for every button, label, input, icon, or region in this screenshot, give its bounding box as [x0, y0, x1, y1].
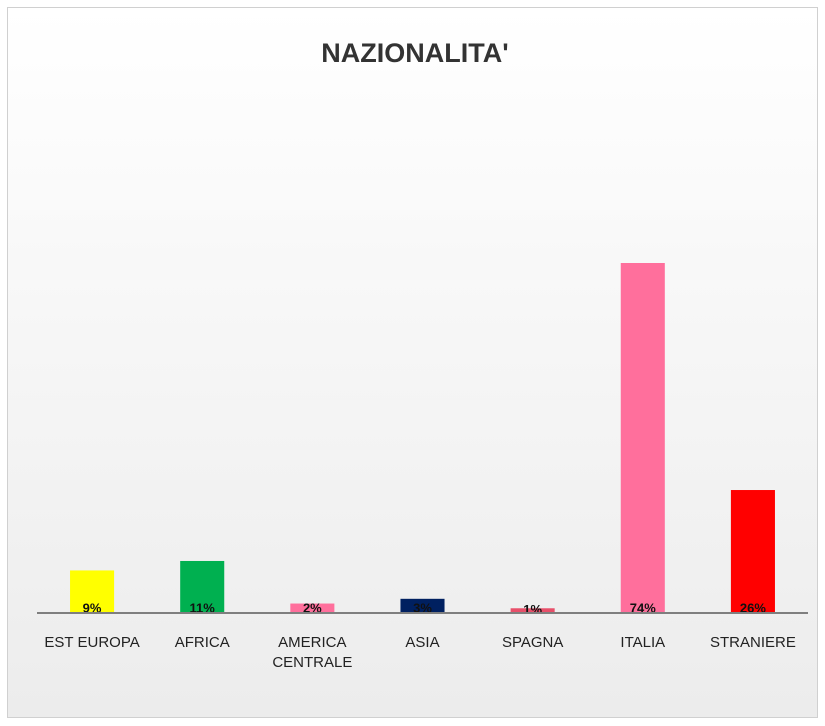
data-label: 2% [303, 600, 322, 615]
bar [620, 263, 665, 613]
x-tick-label: STRANIERE [709, 634, 796, 651]
data-label: 1% [523, 602, 542, 617]
bar [510, 608, 555, 613]
bar [730, 490, 775, 613]
data-label: 9% [83, 600, 102, 615]
x-tick-label: SPAGNA [501, 634, 564, 651]
data-label: 3% [413, 600, 432, 615]
data-label: 26% [740, 600, 766, 615]
bar [70, 570, 115, 613]
x-tick-label: EST EUROPA [44, 634, 140, 651]
bar [400, 598, 445, 613]
bar [180, 560, 225, 613]
data-label: 11% [190, 600, 216, 615]
chart-title: NAZIONALITA' [321, 38, 508, 68]
data-label: 74% [630, 600, 656, 615]
x-tick-label: ASIA [405, 634, 440, 651]
bar [290, 603, 335, 613]
x-tick-label: AMERICA CENTRALE [272, 634, 353, 671]
x-tick-label: AFRICA [174, 634, 230, 651]
x-tick-label: ITALIA [620, 634, 666, 651]
